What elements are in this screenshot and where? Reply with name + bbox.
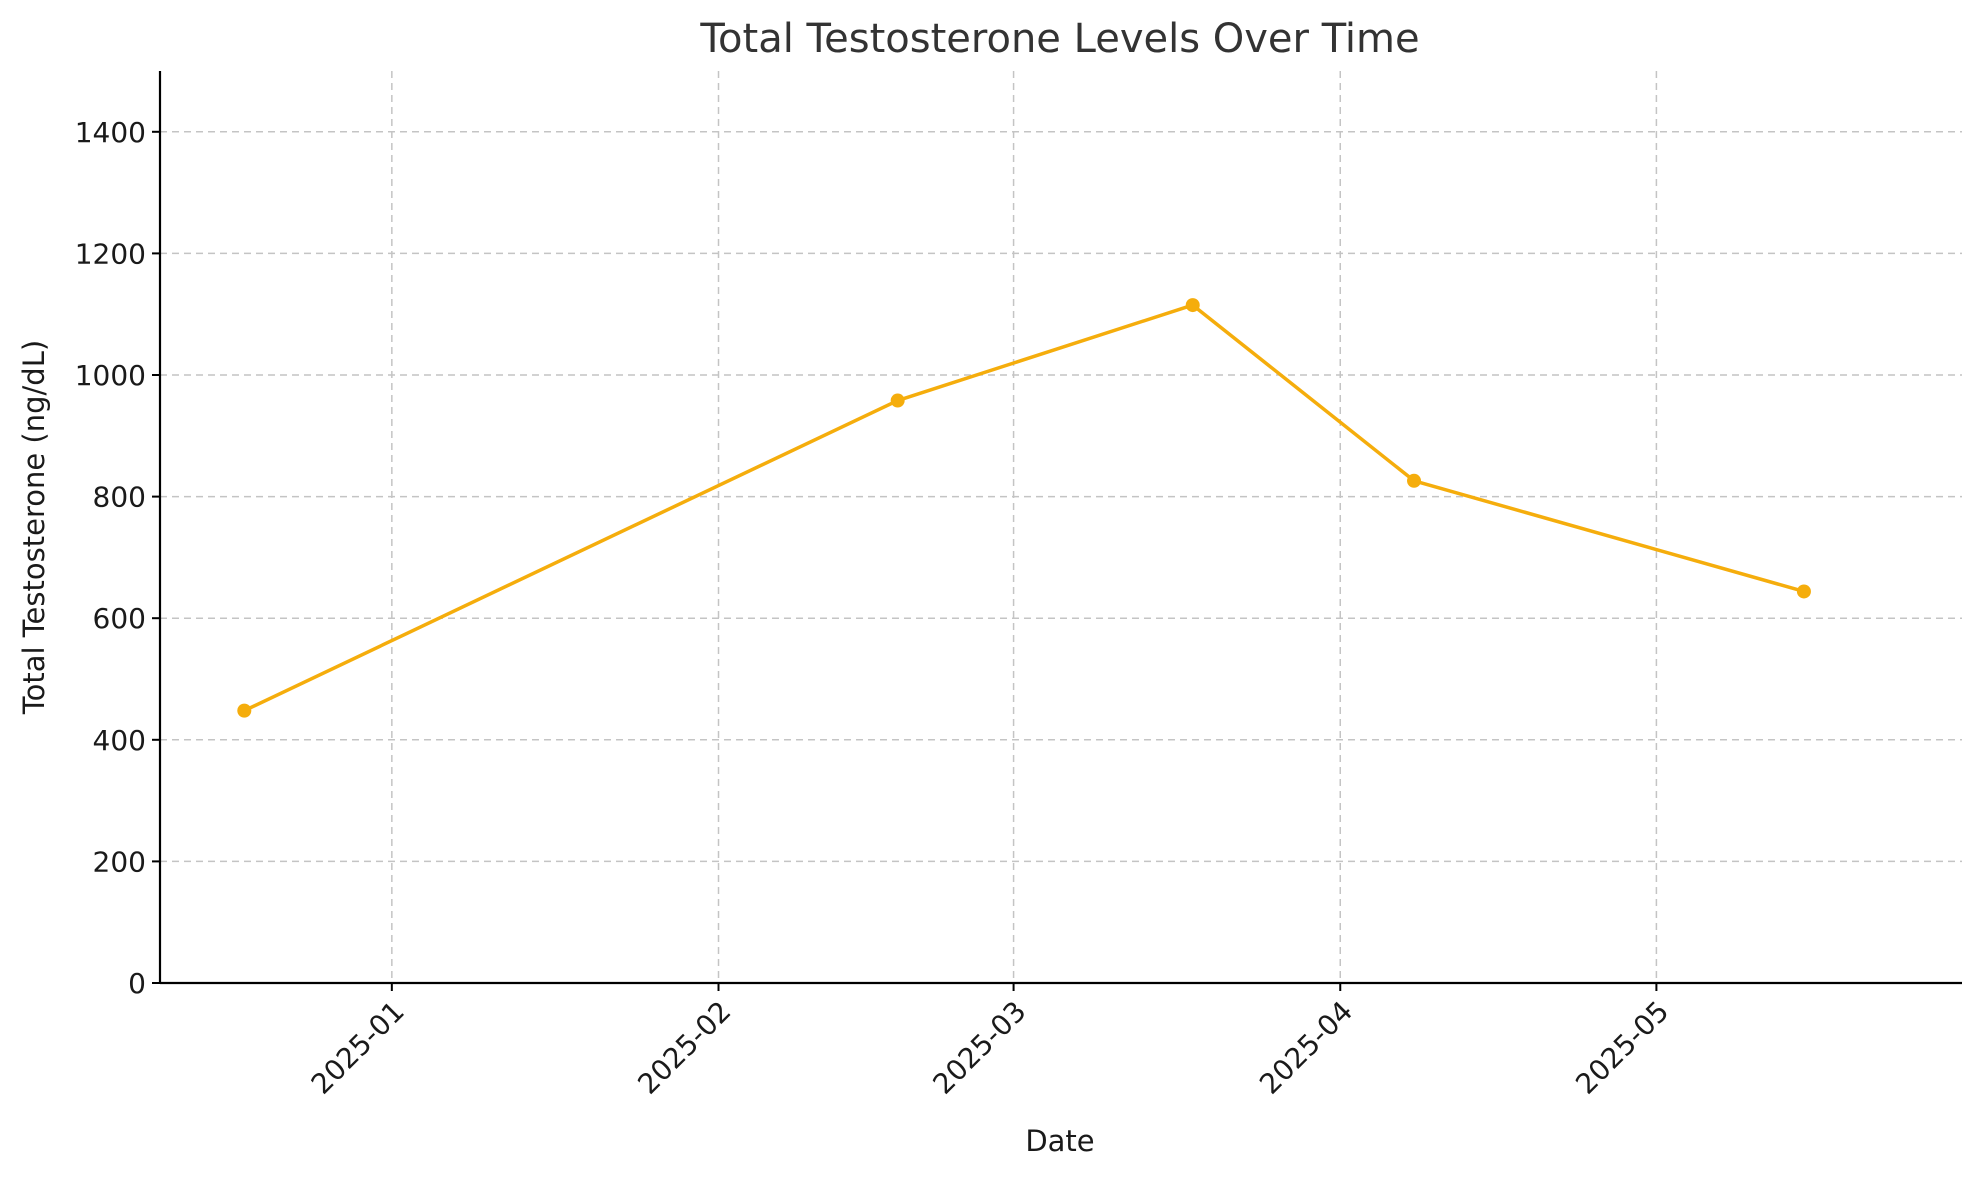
y-tick-label: 600 bbox=[93, 602, 146, 635]
data-point bbox=[1407, 473, 1422, 488]
x-axis-ticks: 2025-01 2025-02 2025-03 2025-04 2025-05 bbox=[305, 983, 1675, 1101]
y-tick-label: 800 bbox=[93, 481, 146, 514]
y-axis-ticks: 0 200 400 600 800 1000 1200 1400 bbox=[75, 116, 160, 1000]
grid bbox=[160, 71, 1962, 983]
axes bbox=[158, 71, 1962, 985]
chart-title: Total Testosterone Levels Over Time bbox=[699, 16, 1419, 62]
y-tick-label: 1000 bbox=[75, 359, 146, 392]
x-tick-label: 2025-05 bbox=[1569, 995, 1675, 1101]
data-point bbox=[890, 393, 905, 408]
x-tick-label: 2025-04 bbox=[1253, 995, 1359, 1101]
x-axis-label: Date bbox=[1025, 1124, 1094, 1158]
y-axis-label: Total Testosterone (ng/dL) bbox=[17, 340, 51, 715]
y-tick-label: 1400 bbox=[75, 116, 146, 149]
x-tick-label: 2025-01 bbox=[305, 995, 411, 1101]
series-layer bbox=[237, 298, 1811, 718]
y-tick-label: 1200 bbox=[75, 237, 146, 270]
data-point bbox=[1796, 584, 1811, 599]
data-point bbox=[237, 703, 252, 718]
series-line bbox=[243, 303, 1805, 713]
y-tick-label: 400 bbox=[93, 724, 146, 757]
data-point bbox=[1185, 298, 1200, 313]
y-tick-label: 0 bbox=[128, 967, 146, 1000]
x-tick-label: 2025-03 bbox=[926, 995, 1032, 1101]
y-tick-label: 200 bbox=[93, 845, 146, 878]
x-tick-label: 2025-02 bbox=[631, 995, 737, 1101]
